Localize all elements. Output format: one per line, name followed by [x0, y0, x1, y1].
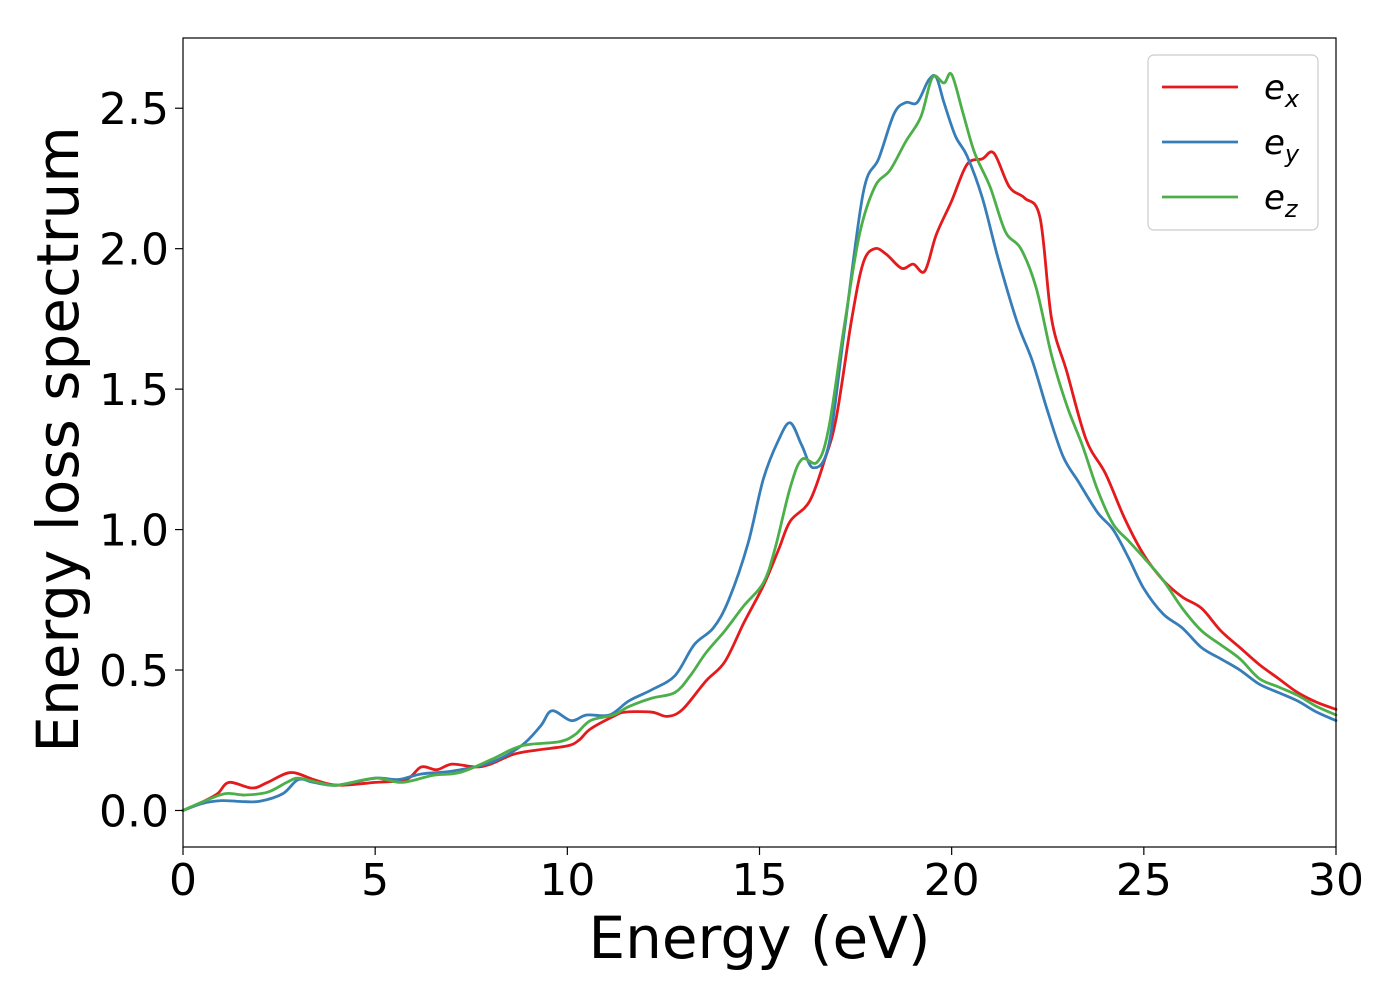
- ticks-layer: 0 5 10 15 20 25 30 0.0 0.5 1.0 1.5 2.0 2.5: [99, 84, 1364, 906]
- series-layer: [181, 71, 1338, 812]
- y-tick-label: 2.0: [99, 225, 169, 276]
- y-tick-label: 0.0: [99, 786, 169, 837]
- x-tick-label: 20: [924, 855, 980, 906]
- legend-label-base: e: [1264, 178, 1285, 218]
- legend-label-y: ey: [1264, 123, 1300, 168]
- legend-label-subscript: y: [1284, 140, 1300, 168]
- x-tick-label: 10: [539, 855, 595, 906]
- legend-label-subscript: x: [1284, 85, 1300, 113]
- legend-label-z: ez: [1264, 178, 1299, 223]
- legend-label-base: e: [1264, 123, 1285, 163]
- x-tick-label: 0: [169, 855, 197, 906]
- legend-label-base: e: [1264, 68, 1285, 108]
- x-axis-title: Energy (eV): [588, 904, 930, 972]
- y-tick-label: 1.5: [99, 365, 169, 416]
- x-tick-label: 15: [732, 855, 788, 906]
- series-line-y: [181, 74, 1338, 812]
- series-line-x: [181, 150, 1338, 812]
- x-tick-label: 30: [1308, 855, 1364, 906]
- y-tick-label: 2.5: [99, 84, 169, 135]
- legend-label-subscript: z: [1284, 195, 1299, 223]
- y-tick-label: 1.0: [99, 506, 169, 557]
- series-line-z: [181, 71, 1338, 812]
- legend-label-x: ex: [1264, 68, 1300, 113]
- x-tick-label: 25: [1116, 855, 1172, 906]
- y-tick-label: 0.5: [99, 646, 169, 697]
- x-tick-label: 5: [361, 855, 389, 906]
- y-axis-title: Energy loss spectrum: [24, 126, 92, 752]
